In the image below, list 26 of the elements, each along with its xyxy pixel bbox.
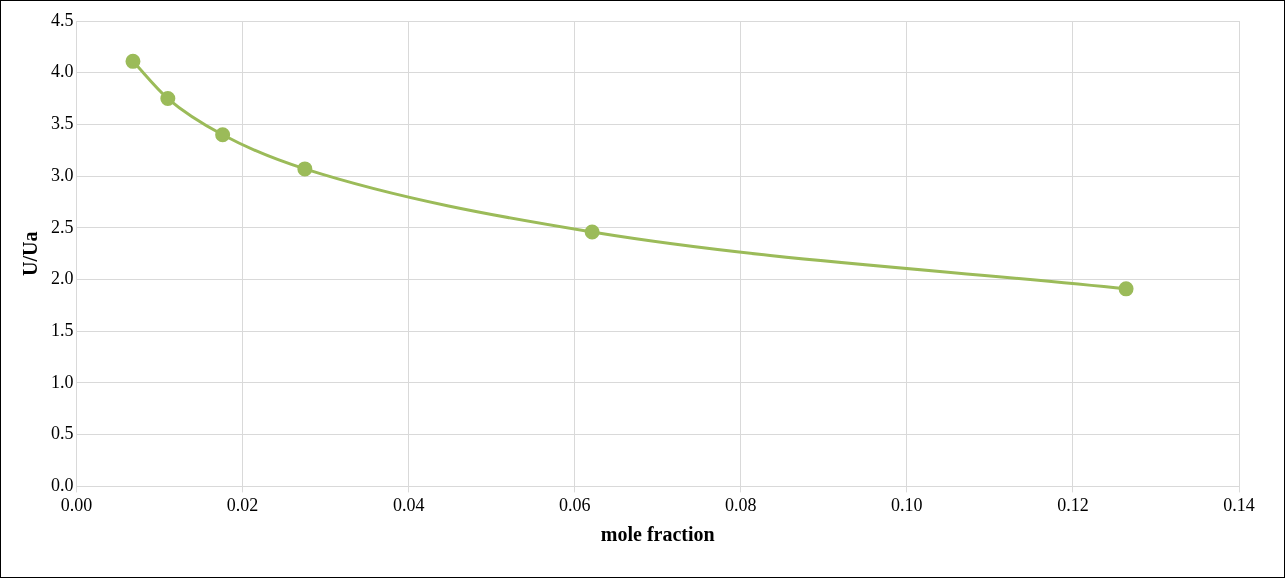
- y-tick-label: 4.5: [51, 9, 74, 30]
- y-tick-label: 2.0: [51, 268, 74, 289]
- x-tick-label: 0.14: [1223, 494, 1255, 515]
- point: [160, 91, 176, 107]
- point: [125, 53, 141, 69]
- x-tick-label: 0.04: [392, 494, 425, 515]
- x-tick-label: 0.02: [226, 494, 259, 515]
- point: [1118, 281, 1134, 297]
- y-tick-label: 0.5: [51, 423, 74, 444]
- y-tick-label: 1.0: [51, 371, 74, 392]
- x-tick-label: 0.12: [1057, 494, 1089, 515]
- y-tick-label: 0.0: [51, 475, 74, 496]
- y-tick-label: 4.0: [51, 61, 74, 82]
- y-tick-label: 3.0: [51, 164, 74, 185]
- x-tick-label: 0.08: [725, 494, 757, 515]
- point: [297, 161, 313, 177]
- x-tick-label: 0.10: [891, 494, 923, 515]
- x-tick-label: 0.06: [558, 494, 591, 515]
- y-tick-label: 3.5: [51, 113, 74, 134]
- y-axis-title: U/Ua: [19, 231, 42, 276]
- point: [584, 224, 600, 240]
- x-axis-title: mole fraction: [600, 523, 715, 546]
- x-tick-label: 0.00: [60, 494, 93, 515]
- y-tick-label: 1.5: [51, 320, 74, 340]
- point: [215, 127, 231, 143]
- y-tick-label: 2.5: [51, 216, 74, 237]
